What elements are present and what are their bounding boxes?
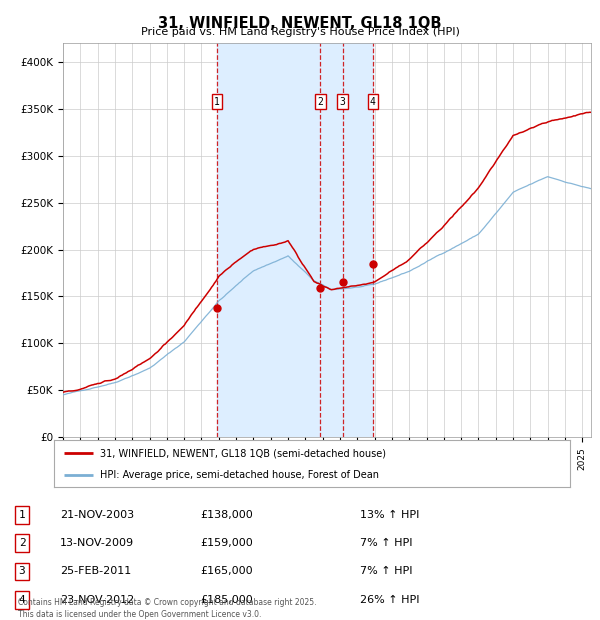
Bar [217,43,373,437]
Text: 31, WINFIELD, NEWENT, GL18 1QB: 31, WINFIELD, NEWENT, GL18 1QB [158,16,442,30]
Text: 3: 3 [19,567,25,577]
Text: 1: 1 [19,510,25,520]
Text: £159,000: £159,000 [200,538,253,548]
Text: 4: 4 [19,595,25,604]
Text: 13% ↑ HPI: 13% ↑ HPI [360,510,419,520]
Text: 13-NOV-2009: 13-NOV-2009 [60,538,134,548]
Text: Contains HM Land Registry data © Crown copyright and database right 2025.
This d: Contains HM Land Registry data © Crown c… [18,598,317,619]
Text: 2: 2 [19,538,25,548]
Text: 7% ↑ HPI: 7% ↑ HPI [360,538,413,548]
Text: 4: 4 [370,97,376,107]
Text: HPI: Average price, semi-detached house, Forest of Dean: HPI: Average price, semi-detached house,… [100,470,379,480]
Text: 26% ↑ HPI: 26% ↑ HPI [360,595,419,604]
Text: 3: 3 [340,97,346,107]
Text: £185,000: £185,000 [200,595,253,604]
Text: 31, WINFIELD, NEWENT, GL18 1QB (semi-detached house): 31, WINFIELD, NEWENT, GL18 1QB (semi-det… [100,448,386,458]
Text: £138,000: £138,000 [200,510,253,520]
Text: £165,000: £165,000 [200,567,253,577]
Text: 21-NOV-2003: 21-NOV-2003 [60,510,134,520]
Text: 25-FEB-2011: 25-FEB-2011 [60,567,131,577]
Text: 2: 2 [317,97,323,107]
Text: 23-NOV-2012: 23-NOV-2012 [60,595,134,604]
Text: Price paid vs. HM Land Registry's House Price Index (HPI): Price paid vs. HM Land Registry's House … [140,27,460,37]
Text: 7% ↑ HPI: 7% ↑ HPI [360,567,413,577]
Text: 1: 1 [214,97,220,107]
